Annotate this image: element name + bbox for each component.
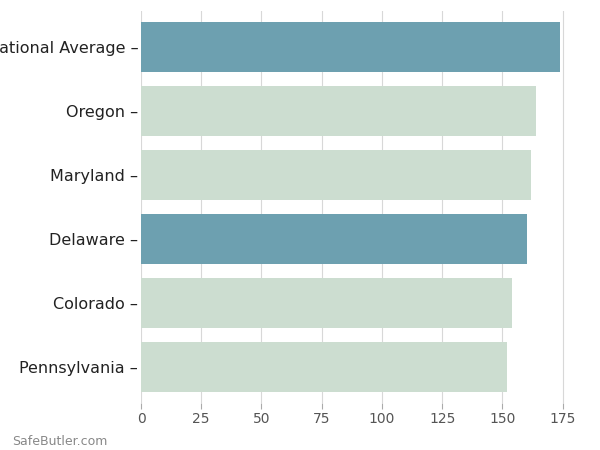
Bar — [141, 86, 536, 136]
Bar — [141, 22, 560, 72]
Bar — [141, 150, 532, 200]
Text: SafeButler.com: SafeButler.com — [12, 435, 107, 448]
Bar — [141, 214, 527, 264]
Bar — [141, 342, 507, 392]
Bar — [141, 278, 512, 328]
